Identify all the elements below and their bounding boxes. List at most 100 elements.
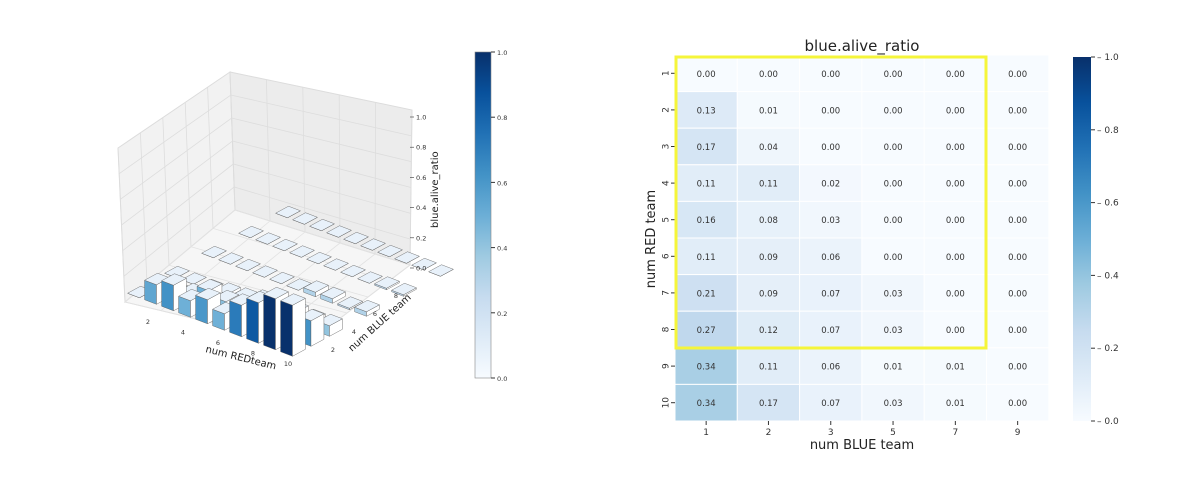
heatmap-cell	[861, 383, 925, 422]
cell-value-label: 0.00	[1008, 106, 1027, 116]
cell-value-label: 0.13	[697, 106, 716, 116]
cell-value-label: 0.03	[884, 326, 903, 336]
colorbar-tick-label: – 0.4	[1097, 271, 1119, 281]
cell-value-label: 0.00	[1008, 216, 1027, 226]
bar-3d	[235, 259, 261, 271]
grid-line	[122, 163, 411, 251]
y-tick-label: 1	[662, 70, 672, 76]
cell-value-label: 0.00	[1008, 253, 1027, 263]
colorbar-tick-label: 0.2	[497, 310, 507, 318]
y-tick-label-3d: 2	[331, 346, 335, 354]
bar-3d	[289, 245, 315, 258]
cell-value-label: 0.07	[821, 289, 840, 299]
bar-3d	[343, 232, 369, 244]
heatmap-cell	[736, 127, 801, 166]
heatmap-cell	[736, 310, 801, 349]
heatmap-cell	[861, 127, 925, 166]
cell-value-label: 0.00	[946, 289, 965, 299]
heatmap-cell	[923, 310, 988, 349]
bars-3d	[127, 206, 454, 357]
cell-value-label: 0.00	[821, 70, 840, 80]
x-axis-label-3d: num REDteam	[204, 344, 277, 372]
cell-value-label: 0.00	[884, 253, 903, 263]
cell-value-label: 0.00	[1008, 326, 1027, 336]
cell-value-label: 0.06	[821, 363, 840, 373]
cell-value-label: 0.08	[759, 216, 778, 226]
bar-3d	[326, 225, 352, 238]
heatmap-cell	[923, 274, 988, 312]
cell-value-label: 0.00	[884, 106, 903, 116]
cell-value-label: 0.00	[1008, 70, 1027, 80]
bar-3d	[309, 219, 335, 231]
y-ticks-3d: 2 4 6 8	[331, 292, 398, 354]
cell-value-label: 0.17	[697, 143, 716, 153]
heatmap-cell	[674, 164, 738, 202]
bar-3d	[394, 251, 420, 264]
y-tick-label: 2	[662, 107, 672, 113]
cell-value-label: 0.01	[946, 399, 965, 409]
grid-line	[124, 209, 236, 303]
z-tick-label-3d: 0.8	[416, 144, 426, 152]
heatmap-cell	[986, 164, 1050, 202]
bar-3d	[252, 265, 278, 278]
y-tick-label-3d: 4	[352, 328, 356, 336]
bar3d-chart: 2 4 6 8 10 2 4 6 8 0.0 0.2 0.4 0.6 0.8 1.0 num REDte…	[117, 71, 454, 372]
colorbar-left: 0.0 0.2 0.4 0.6 0.8 1.0	[474, 49, 507, 383]
y-tick-label-3d: 8	[394, 292, 398, 300]
cell-value-label: 0.07	[821, 399, 840, 409]
bar-3d	[201, 246, 227, 258]
cell-value-label: 0.17	[759, 399, 778, 409]
bar-3d	[411, 258, 437, 270]
colorbar-tick-label: – 0.8	[1097, 126, 1119, 136]
heatmap-cell	[861, 91, 925, 129]
grid-line	[234, 209, 411, 266]
z-tick-label-3d: 0.6	[416, 174, 426, 182]
x-tick-label-3d: 8	[251, 350, 255, 358]
cell-value-label: 0.12	[759, 326, 778, 336]
bar-3d	[269, 272, 295, 284]
cell-value-label: 0.27	[697, 326, 716, 336]
heatmap-cell	[923, 91, 988, 129]
x-tick-label: 5	[890, 428, 896, 438]
cell-value-label: 0.00	[946, 253, 965, 263]
z-axis-label-3d: blue.alive_ratio	[430, 151, 441, 228]
heatmap-cell	[736, 54, 801, 93]
heatmap-title: blue.alive_ratio	[805, 37, 920, 56]
x-tick-label-3d: 4	[181, 329, 185, 337]
cell-value-label: 0.04	[759, 143, 778, 153]
bar-3d	[428, 264, 454, 277]
x-tick-label: 1	[703, 428, 709, 438]
colorbar-right-gradient	[1073, 57, 1091, 421]
z-ticks-3d: 0.0 0.2 0.4 0.6 0.8 1.0	[410, 114, 426, 273]
bar-3d	[255, 232, 281, 245]
grid-line	[123, 186, 411, 277]
heatmap-cell	[674, 127, 738, 166]
y-tick-label: 9	[662, 363, 672, 369]
x-tick-label-3d: 10	[284, 360, 292, 368]
heatmap-y-axis-label: num RED team	[644, 190, 659, 288]
cell-value-label: 0.00	[946, 70, 965, 80]
heatmap-chart: blue.alive_ratio 0.00 0.00 0.00 0.00 0.00 0.0…	[644, 37, 1050, 453]
x-tick-label-3d: 2	[146, 318, 150, 326]
y-tick-label: 3	[662, 144, 672, 150]
cell-value-label: 0.03	[884, 289, 903, 299]
cell-value-label: 0.11	[697, 253, 716, 263]
cell-value-label: 0.01	[884, 363, 903, 373]
y-tick-label: 4	[662, 180, 672, 186]
heatmap-cell	[799, 200, 863, 239]
cell-value-label: 0.21	[697, 289, 716, 299]
cell-value-label: 0.34	[697, 399, 716, 409]
bar-3d	[337, 296, 363, 311]
cell-value-label: 0.00	[884, 180, 903, 190]
heatmap-cell	[986, 383, 1050, 422]
grid-line	[121, 140, 412, 226]
grid-line	[120, 117, 412, 200]
bar-3d	[275, 206, 301, 218]
colorbar-tick-label: – 0.2	[1097, 344, 1119, 354]
cell-value-label: 0.00	[697, 70, 716, 80]
y-tick-label: 8	[662, 326, 672, 332]
cell-value-label: 0.00	[759, 70, 778, 80]
x-ticks-3d: 2 4 6 8 10	[146, 318, 292, 368]
bar-3d	[292, 212, 318, 225]
y-tick-label: 5	[662, 217, 672, 223]
